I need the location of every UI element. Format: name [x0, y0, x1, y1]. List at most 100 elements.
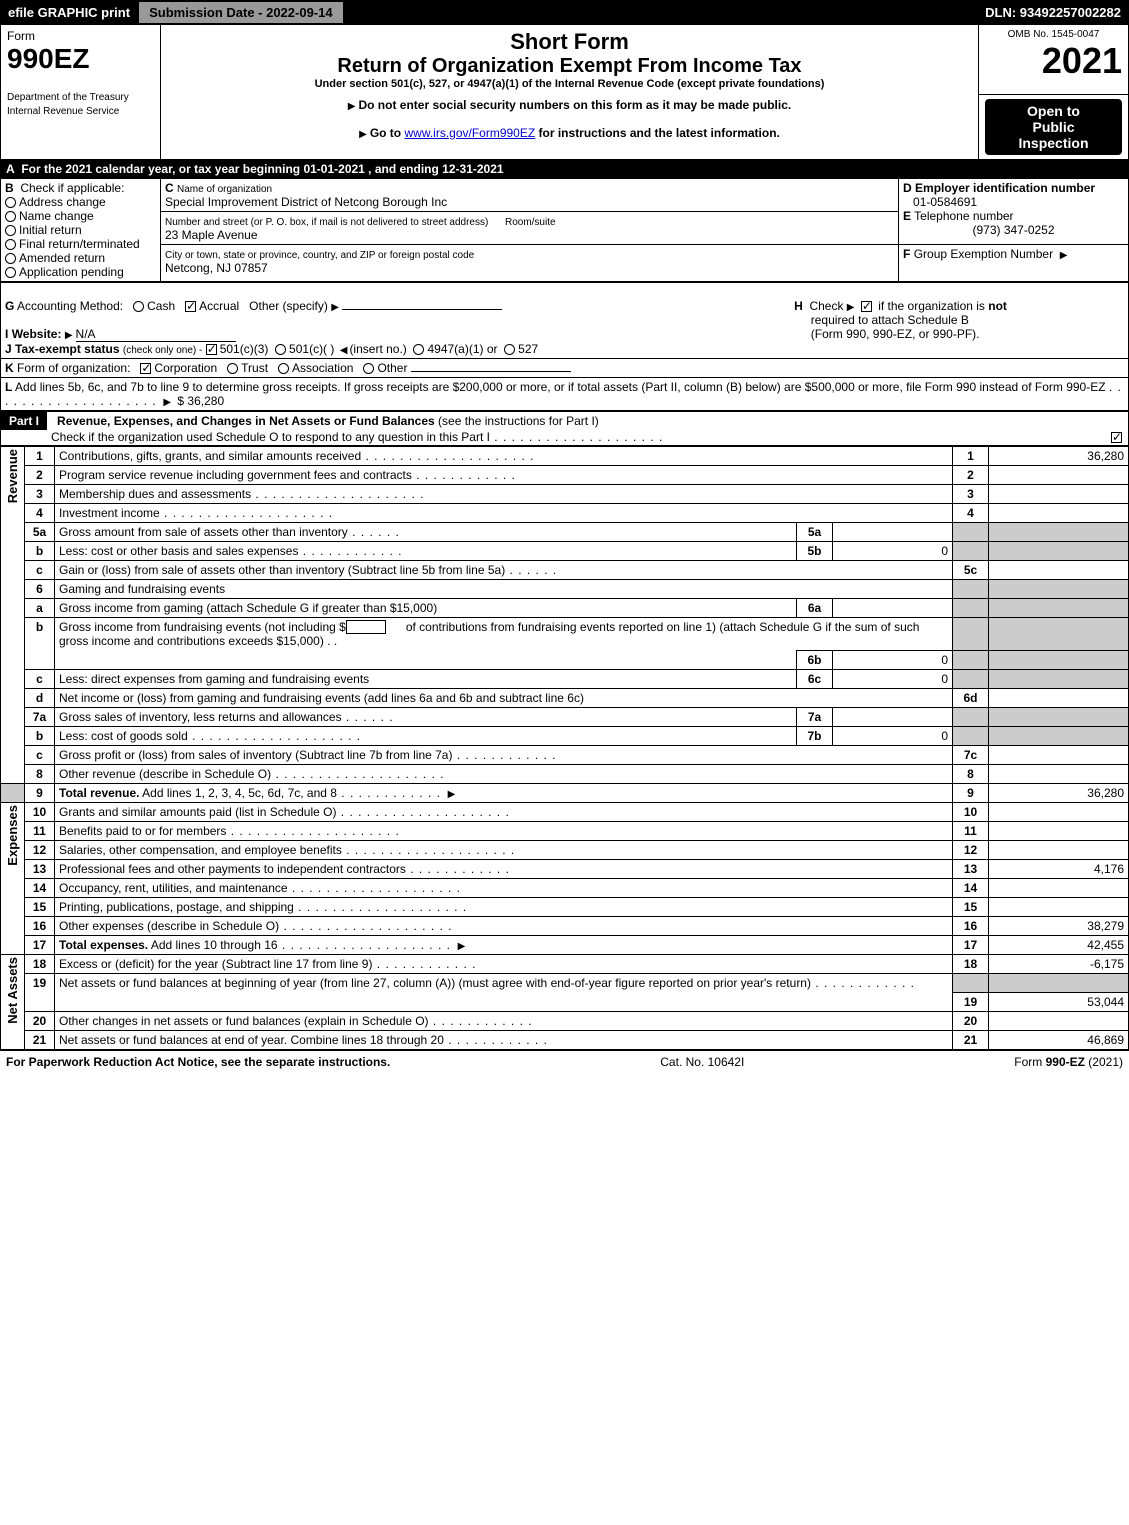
ein-value: 01-0584691: [913, 195, 977, 209]
page-footer: For Paperwork Reduction Act Notice, see …: [0, 1050, 1129, 1073]
line-6-text: Gaming and fundraising events: [59, 582, 225, 596]
arrow-icon: [331, 299, 342, 313]
chk-cash[interactable]: [133, 301, 144, 312]
chk-accrual[interactable]: [185, 301, 196, 312]
line-6c-text: Less: direct expenses from gaming and fu…: [59, 672, 369, 686]
section-g-to-l: G Accounting Method: Cash Accrual Other …: [0, 282, 1129, 411]
l-text: Add lines 5b, 6c, and 7b to line 9 to de…: [15, 380, 1106, 394]
arrow-icon: [163, 394, 174, 408]
line-1-no: 1: [953, 446, 989, 465]
line-18-value: -6,175: [989, 955, 1129, 974]
tax-year: 2021: [985, 40, 1122, 82]
footer-left: For Paperwork Reduction Act Notice, see …: [6, 1055, 390, 1069]
subtitle: Under section 501(c), 527, or 4947(a)(1)…: [167, 78, 972, 90]
chk-name-change[interactable]: [5, 211, 16, 222]
line-7b-text: Less: cost of goods sold: [59, 729, 188, 743]
submission-date: Submission Date - 2022-09-14: [138, 1, 344, 24]
arrow-icon: [458, 938, 469, 952]
c-city-label: City or town, state or province, country…: [165, 250, 474, 261]
side-revenue: Revenue: [5, 449, 20, 503]
arrow-icon: [847, 299, 858, 313]
org-name: Special Improvement District of Netcong …: [165, 195, 447, 209]
chk-schedule-o[interactable]: [1111, 432, 1122, 443]
line-8-text: Other revenue (describe in Schedule O): [59, 767, 271, 781]
chk-4947[interactable]: [413, 344, 424, 355]
line-4-text: Investment income: [59, 506, 160, 520]
org-address: 23 Maple Avenue: [165, 228, 258, 242]
omb-label: OMB No. 1545-0047: [985, 29, 1122, 40]
chk-trust[interactable]: [227, 363, 238, 374]
side-net-assets: Net Assets: [5, 957, 20, 1024]
part-i-header: Part I Revenue, Expenses, and Changes in…: [0, 411, 1129, 446]
part-i-title2: (see the instructions for Part I): [438, 414, 599, 428]
line-20-text: Other changes in net assets or fund bala…: [59, 1014, 429, 1028]
form-word: Form: [7, 29, 35, 43]
dept-label: Department of the Treasury: [7, 92, 129, 103]
line-6a-text: Gross income from gaming (attach Schedul…: [59, 601, 437, 615]
line-3-text: Membership dues and assessments: [59, 487, 251, 501]
arrow-icon: [65, 327, 76, 341]
k-label: Form of organization:: [17, 361, 130, 375]
line-18-text: Excess or (deficit) for the year (Subtra…: [59, 957, 372, 971]
line-17-value: 42,455: [989, 936, 1129, 955]
footer-cat: Cat. No. 10642I: [660, 1055, 744, 1069]
title-short-form: Short Form: [167, 29, 972, 55]
c-room-label: Room/suite: [505, 217, 556, 228]
line-7c-text: Gross profit or (loss) from sales of inv…: [59, 748, 452, 762]
chk-amended-return[interactable]: [5, 253, 16, 264]
chk-initial-return[interactable]: [5, 225, 16, 236]
side-expenses: Expenses: [5, 805, 20, 866]
part-i-body: Revenue 1 Contributions, gifts, grants, …: [0, 446, 1129, 1050]
line-5b-text: Less: cost or other basis and sales expe…: [59, 544, 298, 558]
chk-527[interactable]: [504, 344, 515, 355]
line-12-text: Salaries, other compensation, and employ…: [59, 843, 342, 857]
line-1-text: Contributions, gifts, grants, and simila…: [59, 449, 361, 463]
c-name-label: Name of organization: [177, 184, 272, 195]
arrow-icon: [448, 786, 459, 800]
chk-501c3[interactable]: [206, 344, 217, 355]
chk-association[interactable]: [278, 363, 289, 374]
part-i-title: Revenue, Expenses, and Changes in Net As…: [57, 414, 435, 428]
i-label: Website:: [12, 327, 62, 341]
line-9-text: Total revenue.: [59, 786, 139, 800]
line-17-text: Total expenses.: [59, 938, 148, 952]
warn-goto-2: for instructions and the latest informat…: [535, 126, 780, 140]
chk-501c[interactable]: [275, 344, 286, 355]
irs-link[interactable]: www.irs.gov/Form990EZ: [404, 126, 535, 140]
line-21-value: 46,869: [989, 1030, 1129, 1049]
chk-schedule-b[interactable]: [861, 301, 872, 312]
chk-final-return[interactable]: [5, 239, 16, 250]
chk-other[interactable]: [363, 363, 374, 374]
chk-corporation[interactable]: [140, 363, 151, 374]
line-15-text: Printing, publications, postage, and shi…: [59, 900, 294, 914]
irs-label: Internal Revenue Service: [7, 106, 119, 117]
arrow-left-icon: [338, 342, 350, 356]
top-bar: efile GRAPHIC print Submission Date - 20…: [0, 0, 1129, 24]
line-a: A For the 2021 calendar year, or tax yea…: [0, 160, 1129, 178]
line-16-text: Other expenses (describe in Schedule O): [59, 919, 279, 933]
c-addr-label: Number and street (or P. O. box, if mail…: [165, 217, 488, 228]
footer-right: Form 990-EZ (2021): [1014, 1055, 1123, 1069]
section-b-to-f: B Check if applicable: Address change Na…: [0, 178, 1129, 282]
phone-value: (973) 347-0252: [903, 223, 1124, 237]
warn-goto: Go to: [370, 126, 405, 140]
part-i-sub: Check if the organization used Schedule …: [51, 430, 490, 444]
l-amount: $ 36,280: [177, 394, 224, 408]
line-19-value: 53,044: [989, 992, 1129, 1011]
line-14-text: Occupancy, rent, utilities, and maintena…: [59, 881, 288, 895]
warn-ssn: Do not enter social security numbers on …: [358, 98, 791, 112]
line-5a-text: Gross amount from sale of assets other t…: [59, 525, 348, 539]
title-return: Return of Organization Exempt From Incom…: [167, 55, 972, 78]
chk-address-change[interactable]: [5, 197, 16, 208]
part-i-label: Part I: [1, 412, 47, 430]
efile-label: efile GRAPHIC print: [0, 2, 138, 23]
chk-application-pending[interactable]: [5, 267, 16, 278]
d-label: Employer identification number: [915, 181, 1095, 195]
form-number: 990EZ: [7, 43, 90, 74]
line-13-text: Professional fees and other payments to …: [59, 862, 406, 876]
j-label: Tax-exempt status: [15, 342, 119, 356]
arrow-icon: [359, 126, 370, 140]
line-13-value: 4,176: [989, 860, 1129, 879]
line-6b-text1: Gross income from fundraising events (no…: [59, 620, 346, 634]
org-city: Netcong, NJ 07857: [165, 261, 268, 275]
